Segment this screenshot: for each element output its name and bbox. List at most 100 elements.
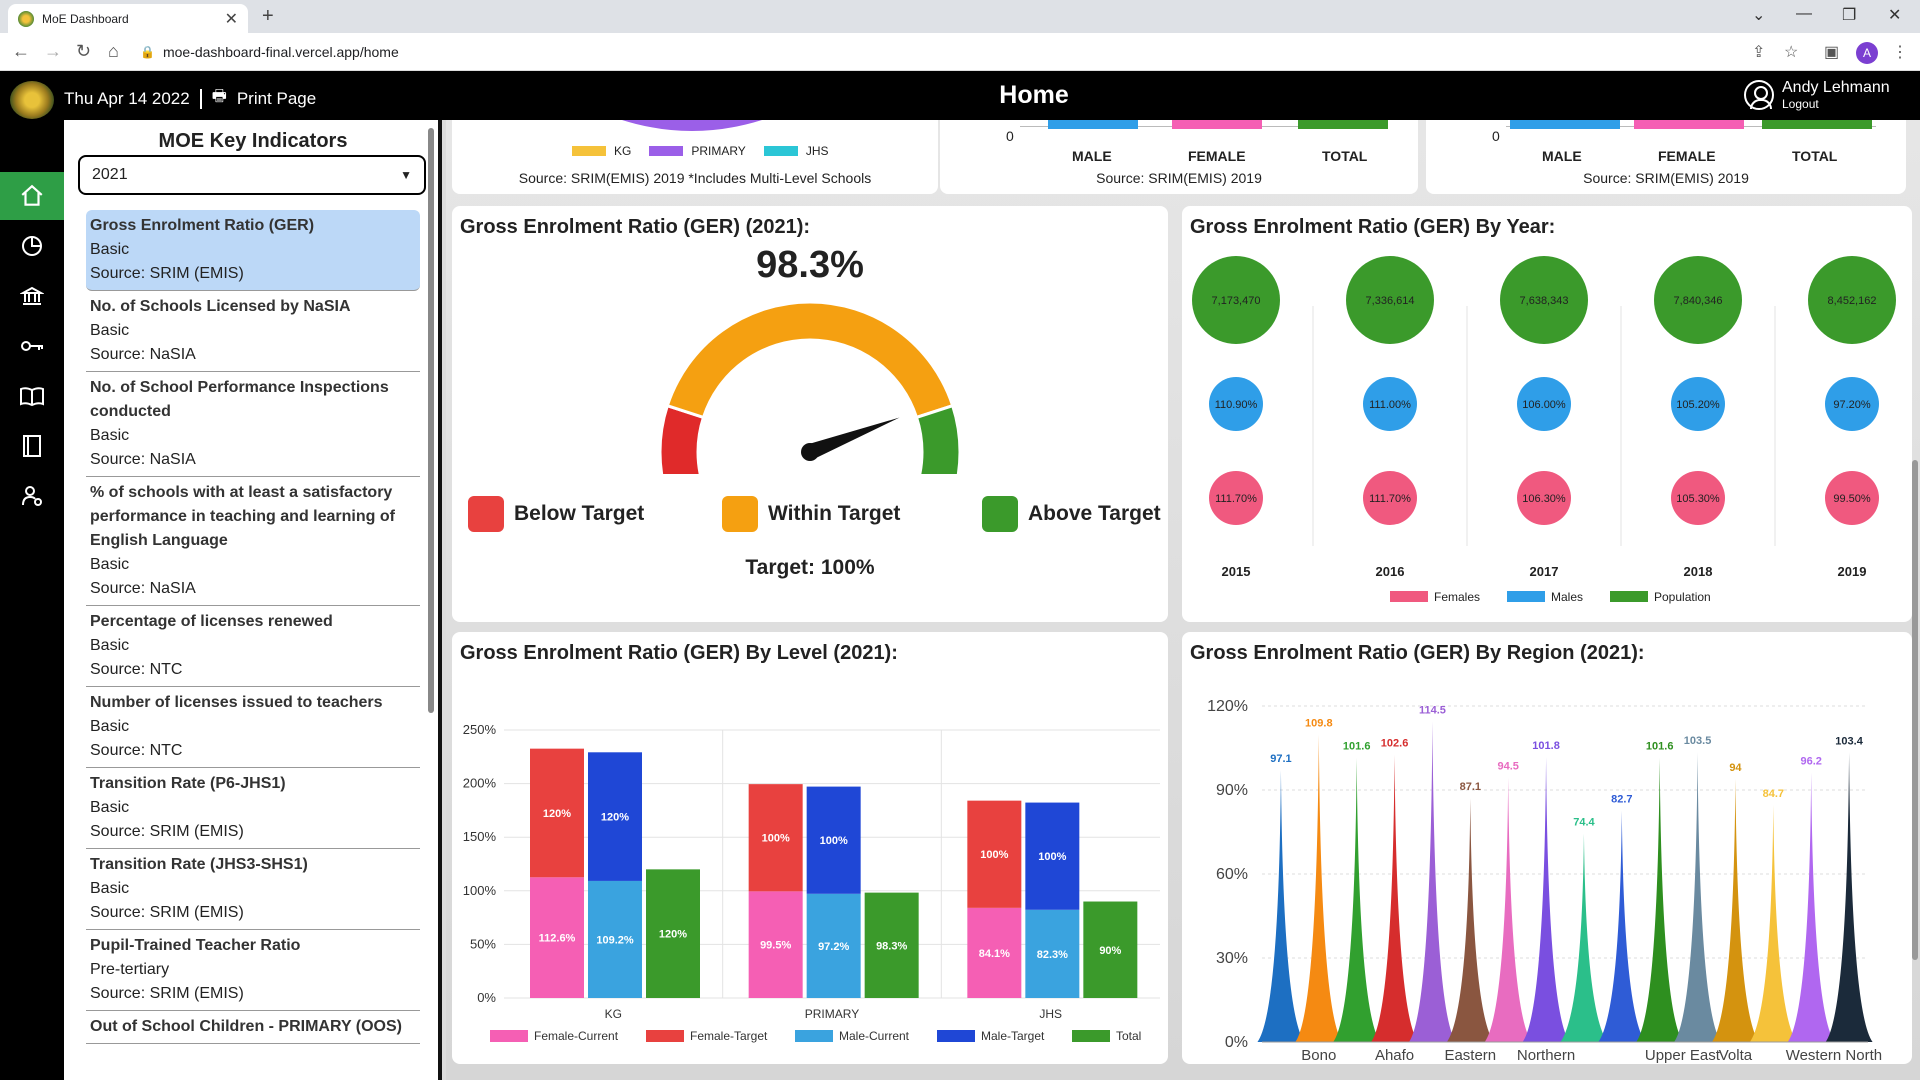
bar-female-current[interactable] <box>748 891 803 998</box>
bubble-females[interactable] <box>1517 471 1571 525</box>
close-tab-icon[interactable]: ✕ <box>224 10 238 28</box>
minimize-icon[interactable]: — <box>1796 5 1812 22</box>
user-menu[interactable]: Andy Lehmann Logout <box>1744 79 1890 111</box>
printer-icon[interactable]: 🖶 <box>211 88 227 105</box>
bubble-females[interactable] <box>1363 471 1417 525</box>
bubble-population[interactable] <box>1654 256 1742 344</box>
indicator-item[interactable]: Pupil-Trained Teacher Ratio Pre-tertiary S… <box>86 930 420 1011</box>
bubble-males[interactable] <box>1363 377 1417 431</box>
bar-male-current[interactable] <box>806 893 861 998</box>
main-scrollbar[interactable] <box>1912 460 1918 960</box>
region-spike[interactable] <box>1674 752 1722 1042</box>
bar-male-target[interactable] <box>1025 802 1080 910</box>
region-spike[interactable] <box>1711 778 1759 1042</box>
indicator-item[interactable]: No. of Schools Licensed by NaSIA Basic Sou… <box>86 291 420 372</box>
reload-icon[interactable]: ↻ <box>76 41 92 61</box>
side-panel-icon[interactable]: ▣ <box>1824 44 1840 61</box>
bar-female-target[interactable] <box>967 800 1022 908</box>
legend-label: Male-Target <box>981 1029 1045 1043</box>
region-spike[interactable] <box>1257 770 1305 1042</box>
bookmark-star-icon[interactable]: ☆ <box>1784 44 1799 61</box>
bubble-females[interactable] <box>1209 471 1263 525</box>
indicator-level: Basic <box>90 241 130 258</box>
region-spike[interactable] <box>1636 757 1684 1042</box>
region-spike[interactable] <box>1333 757 1381 1042</box>
bubble-label: 7,173,470 <box>1212 295 1261 307</box>
browser-tab[interactable]: MoE Dashboard ✕ <box>8 4 248 33</box>
indicator-item[interactable]: Transition Rate (P6-JHS1) Basic Source: SR… <box>86 768 420 849</box>
restore-icon[interactable]: ❐ <box>1842 7 1857 24</box>
close-window-icon[interactable]: ✕ <box>1888 7 1902 24</box>
bar-female-current[interactable] <box>530 877 584 998</box>
browser-menu-icon[interactable]: ⋮ <box>1892 44 1908 61</box>
region-spike[interactable] <box>1522 756 1570 1042</box>
bar-total[interactable] <box>864 892 919 998</box>
region-spike[interactable] <box>1408 721 1456 1042</box>
bubble-males[interactable] <box>1825 377 1879 431</box>
by-year-title: Gross Enrolment Ratio (GER) By Year: <box>1190 216 1556 238</box>
nav-access[interactable] <box>0 322 64 370</box>
legend-label: Total <box>1116 1029 1141 1043</box>
region-spike[interactable] <box>1825 752 1873 1042</box>
bubble-population[interactable] <box>1500 256 1588 344</box>
region-spike[interactable] <box>1787 772 1835 1042</box>
indicator-item[interactable]: Transition Rate (JHS3-SHS1) Basic Source: … <box>86 849 420 930</box>
region-spike[interactable] <box>1598 810 1646 1042</box>
x-tick-label: KG <box>605 1007 622 1021</box>
region-spike[interactable] <box>1371 754 1419 1042</box>
nav-users[interactable] <box>0 472 64 520</box>
bar-female-target[interactable] <box>530 748 584 878</box>
bubble-label: 105.20% <box>1676 399 1720 411</box>
bar-male-target[interactable] <box>806 786 861 894</box>
bar-male-current[interactable] <box>1025 909 1080 998</box>
share-icon[interactable]: ⇪ <box>1752 44 1766 61</box>
region-spike[interactable] <box>1560 833 1608 1042</box>
bar-total[interactable] <box>646 869 700 998</box>
bubble-females[interactable] <box>1825 471 1879 525</box>
nav-home[interactable] <box>0 172 64 220</box>
region-spike[interactable] <box>1749 804 1797 1042</box>
region-spike[interactable] <box>1295 734 1343 1042</box>
bubble-population[interactable] <box>1346 256 1434 344</box>
year-select[interactable]: 2021 ▼ <box>78 155 426 195</box>
indicator-item[interactable]: Out of School Children - PRIMARY (OOS) <box>86 1011 420 1044</box>
back-icon[interactable]: ← <box>12 41 30 61</box>
nav-institutions[interactable] <box>0 272 64 320</box>
tab-search-icon[interactable]: ⌄ <box>1752 7 1766 24</box>
logout-link[interactable]: Logout <box>1782 97 1819 111</box>
profile-avatar[interactable]: A <box>1856 42 1878 64</box>
bubble-population[interactable] <box>1808 256 1896 344</box>
legend-swatch <box>937 1030 975 1042</box>
bubble-population[interactable] <box>1192 256 1280 344</box>
new-tab-icon[interactable]: + <box>262 5 274 27</box>
url-field[interactable]: 🔒 moe-dashboard-final.vercel.app/home <box>140 38 1740 66</box>
indicator-item[interactable]: Percentage of licenses renewed Basic Sourc… <box>86 606 420 687</box>
bubble-males[interactable] <box>1209 377 1263 431</box>
bubble-females[interactable] <box>1671 471 1725 525</box>
indicator-item[interactable]: % of schools with at least a satisfactor… <box>86 477 420 606</box>
bar-female-target[interactable] <box>748 784 803 892</box>
bar-female-current[interactable] <box>967 907 1022 998</box>
print-page-button[interactable]: Print Page <box>236 88 317 108</box>
bar-male-current[interactable] <box>588 880 642 998</box>
indicator-item[interactable]: Gross Enrolment Ratio (GER) Basic Source: … <box>86 210 420 291</box>
region-spike[interactable] <box>1484 777 1532 1042</box>
bubble-males[interactable] <box>1517 377 1571 431</box>
total-bar <box>1762 120 1872 129</box>
indicator-item[interactable]: No. of School Performance Inspections co… <box>86 372 420 477</box>
indicator-item[interactable]: Number of licenses issued to teachers Bas… <box>86 687 420 768</box>
bar-male-target[interactable] <box>588 752 642 881</box>
nav-library[interactable] <box>0 372 64 420</box>
sidebar-scrollbar[interactable] <box>428 128 434 713</box>
bar-total[interactable] <box>1083 901 1138 998</box>
home-page-icon[interactable]: ⌂ <box>108 41 119 61</box>
bar-label: 120% <box>659 929 687 941</box>
user-circle-icon[interactable] <box>1744 80 1774 110</box>
forward-icon[interactable]: → <box>44 41 62 61</box>
indicator-source: Source: NaSIA <box>90 580 196 597</box>
legend-swatch <box>1390 591 1428 602</box>
nav-notebook[interactable] <box>0 422 64 470</box>
bubble-males[interactable] <box>1671 377 1725 431</box>
region-spike[interactable] <box>1446 798 1494 1042</box>
nav-reports[interactable] <box>0 222 64 270</box>
